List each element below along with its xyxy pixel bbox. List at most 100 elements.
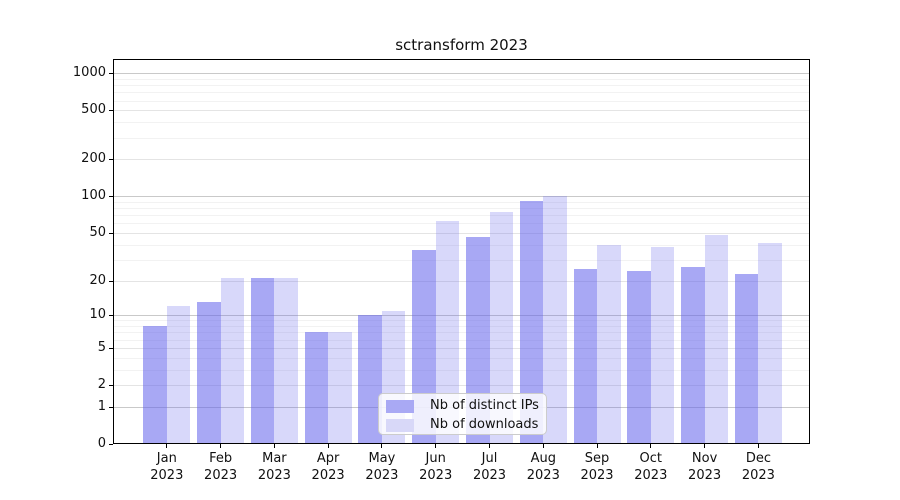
- x-tick-mark: [757, 444, 759, 448]
- y-tick-mark: [109, 347, 113, 349]
- minor-gridline: [113, 92, 810, 94]
- legend-item-downloads: Nb of downloads: [386, 417, 538, 433]
- y-tick-label: 0: [97, 436, 106, 451]
- legend-item-distinct-ips: Nb of distinct IPs: [386, 398, 539, 414]
- major-gridline: [113, 233, 810, 234]
- minor-gridline: [113, 320, 810, 322]
- major-gridline: [113, 196, 810, 198]
- minor-gridline: [113, 85, 810, 87]
- y-tick-mark: [109, 233, 113, 234]
- bar-dec-s0: [734, 273, 759, 444]
- x-tick-label: Aug 2023: [526, 451, 560, 483]
- y-tick-label: 2: [97, 377, 106, 393]
- x-tick-label: Dec 2023: [741, 451, 775, 483]
- major-gridline: [113, 110, 810, 112]
- y-tick-label: 20: [89, 272, 106, 288]
- y-tick-mark: [109, 444, 113, 445]
- chart-title: sctransform 2023: [395, 36, 528, 54]
- minor-gridline: [113, 215, 810, 217]
- minor-gridline: [113, 369, 810, 371]
- minor-gridline: [113, 100, 810, 102]
- x-tick-mark: [650, 444, 652, 448]
- minor-gridline: [113, 122, 810, 124]
- bar-mar-s0: [250, 278, 275, 444]
- x-tick-mark: [435, 444, 437, 448]
- legend: Nb of distinct IPs Nb of downloads: [378, 393, 547, 435]
- y-tick-mark: [109, 315, 113, 317]
- y-tick-label: 50: [89, 225, 106, 240]
- distinct-ips-swatch-icon: [386, 399, 414, 413]
- y-tick-mark: [109, 110, 113, 112]
- y-tick-mark: [109, 280, 113, 282]
- minor-gridline: [113, 339, 810, 341]
- bar-oct-s0: [627, 271, 651, 444]
- major-gridline: [113, 73, 810, 75]
- major-gridline: [113, 347, 810, 349]
- minor-gridline: [113, 202, 810, 203]
- bar-aug-s1: [543, 196, 567, 444]
- x-tick-label: Mar 2023: [257, 451, 291, 483]
- x-tick-mark: [381, 444, 383, 448]
- y-tick-label: 500: [81, 102, 106, 118]
- major-gridline: [113, 315, 810, 317]
- y-tick-label: 10: [89, 307, 106, 323]
- y-tick-label: 200: [81, 151, 106, 167]
- minor-gridline: [113, 78, 810, 80]
- bar-jul-s1: [489, 211, 513, 444]
- legend-label: Nb of distinct IPs: [430, 398, 539, 413]
- minor-gridline: [113, 326, 810, 328]
- minor-gridline: [113, 244, 810, 246]
- minor-gridline: [113, 223, 810, 225]
- bar-jan-s1: [166, 306, 191, 444]
- x-tick-mark: [596, 444, 598, 448]
- bar-apr-s0: [304, 332, 329, 444]
- y-tick-label: 5: [97, 339, 106, 355]
- x-tick-mark: [542, 444, 544, 448]
- minor-gridline: [113, 259, 810, 261]
- x-tick-label: Oct 2023: [634, 451, 668, 483]
- bar-sep-s0: [573, 269, 597, 444]
- bar-mar-s1: [274, 278, 298, 444]
- bar-jan-s0: [143, 326, 167, 444]
- y-tick-mark: [109, 406, 113, 408]
- major-gridline: [113, 280, 810, 282]
- bar-feb-s0: [197, 302, 221, 444]
- x-tick-label: May 2023: [365, 451, 399, 483]
- y-tick-mark: [109, 385, 113, 387]
- minor-gridline: [113, 208, 810, 210]
- bar-aug-s0: [519, 201, 544, 444]
- bar-may-s0: [358, 315, 382, 444]
- x-tick-mark: [273, 444, 275, 448]
- bar-sep-s1: [597, 244, 621, 444]
- y-tick-label: 100: [81, 188, 106, 204]
- legend-label: Nb of downloads: [430, 417, 539, 432]
- y-tick-label: 1: [97, 398, 106, 414]
- x-tick-label: Jul 2023: [472, 451, 507, 483]
- x-tick-label: Jan 2023: [150, 451, 184, 483]
- x-tick-mark: [704, 444, 706, 448]
- x-tick-mark: [220, 444, 222, 448]
- x-tick-label: Sep 2023: [580, 451, 614, 483]
- y-tick-mark: [109, 159, 113, 161]
- bar-apr-s1: [328, 332, 352, 444]
- bar-nov-s1: [704, 235, 729, 444]
- bar-jul-s0: [466, 237, 490, 444]
- minor-gridline: [113, 137, 810, 139]
- x-tick-label: Nov 2023: [688, 451, 722, 483]
- x-tick-label: Jun 2023: [419, 451, 453, 483]
- y-tick-label: 1000: [72, 65, 106, 81]
- downloads-swatch-icon: [386, 418, 414, 432]
- bar-feb-s1: [220, 278, 245, 444]
- minor-gridline: [113, 357, 810, 359]
- x-tick-label: Apr 2023: [311, 451, 345, 483]
- bar-jun-s1: [435, 220, 460, 444]
- x-tick-label: Feb 2023: [204, 451, 238, 483]
- bar-dec-s1: [758, 243, 782, 444]
- major-gridline: [113, 385, 810, 387]
- bar-nov-s0: [681, 267, 705, 444]
- y-tick-mark: [109, 196, 113, 198]
- x-tick-mark: [489, 444, 490, 448]
- minor-gridline: [113, 332, 810, 334]
- x-tick-mark: [166, 444, 168, 448]
